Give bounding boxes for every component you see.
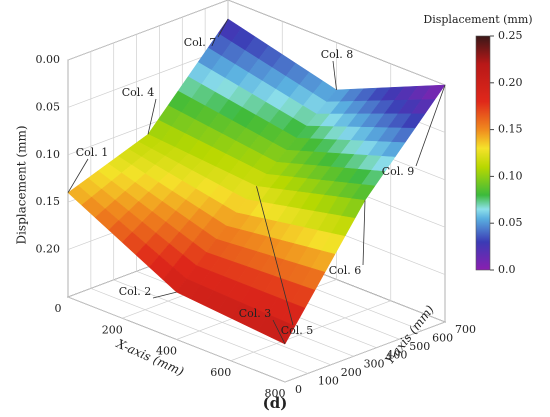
leader-line [217, 18, 229, 38]
column-label: Col. 5 [281, 324, 314, 337]
column-label: Col. 2 [119, 285, 152, 298]
colorbar [475, 35, 491, 271]
x-tick-label: 200 [102, 323, 123, 336]
z-tick-label: 0.00 [36, 53, 61, 66]
y-tick-label: 0 [295, 383, 302, 396]
annotations: 0.0 0.05 0.10 0.15 0.20 0.25 Col. 1 Col. 2 Col. … [67, 18, 523, 345]
column-label: Col. 3 [239, 307, 272, 320]
leader-line [256, 186, 294, 326]
leader-line [272, 319, 286, 345]
column-label: Col. 9 [382, 165, 415, 178]
y-tick-label: 200 [341, 366, 362, 379]
z-axis-label: Displacement (mm) [15, 125, 29, 244]
y-tick-label: 400 [386, 349, 407, 362]
surface [67, 18, 446, 345]
colorbar-tick-label: 0.15 [498, 123, 523, 136]
leader-line [67, 158, 89, 193]
grid-line [67, 60, 286, 383]
grid-line [67, 0, 446, 86]
colorbar-tick-label: 0.05 [498, 216, 523, 229]
grid-line [113, 42, 331, 366]
leader-line [362, 200, 366, 266]
z-tick-label: 0.05 [36, 100, 61, 113]
column-label: Col. 6 [329, 264, 362, 277]
leader-line [152, 291, 177, 299]
colorbar-tick-label: 0.0 [498, 263, 516, 276]
y-tick-label: 500 [409, 340, 430, 353]
panel-label: (d) [263, 394, 288, 412]
y-tick-label: 700 [455, 323, 476, 336]
grid-line [90, 51, 308, 374]
x-tick-label: 600 [210, 366, 231, 379]
y-tick-label: 600 [432, 332, 453, 345]
leader-line [147, 98, 157, 135]
colorbar-tick-label: 0.20 [498, 76, 523, 89]
column-label: Col. 7 [184, 36, 217, 49]
leader-line [332, 60, 337, 90]
column-label: Col. 4 [122, 86, 155, 99]
column-label: Col. 1 [76, 146, 109, 159]
z-tick-label: 0.10 [36, 148, 61, 161]
surface-patch [271, 319, 296, 345]
z-tick-label: 0.15 [36, 195, 61, 208]
leader-line [415, 84, 446, 167]
y-tick-label: 100 [318, 374, 339, 387]
y-tick-label: 300 [364, 357, 385, 370]
x-tick-label: 800 [265, 387, 286, 400]
z-tick-label: 0.20 [36, 243, 61, 256]
colorbar-title: Displacement (mm) [423, 13, 532, 26]
x-tick-label: 400 [156, 345, 177, 358]
x-tick-label: 0 [55, 302, 62, 315]
colorbar-tick-label: 0.25 [498, 29, 523, 42]
column-label: Col. 8 [321, 48, 354, 61]
colorbar-tick-label: 0.10 [498, 169, 523, 182]
